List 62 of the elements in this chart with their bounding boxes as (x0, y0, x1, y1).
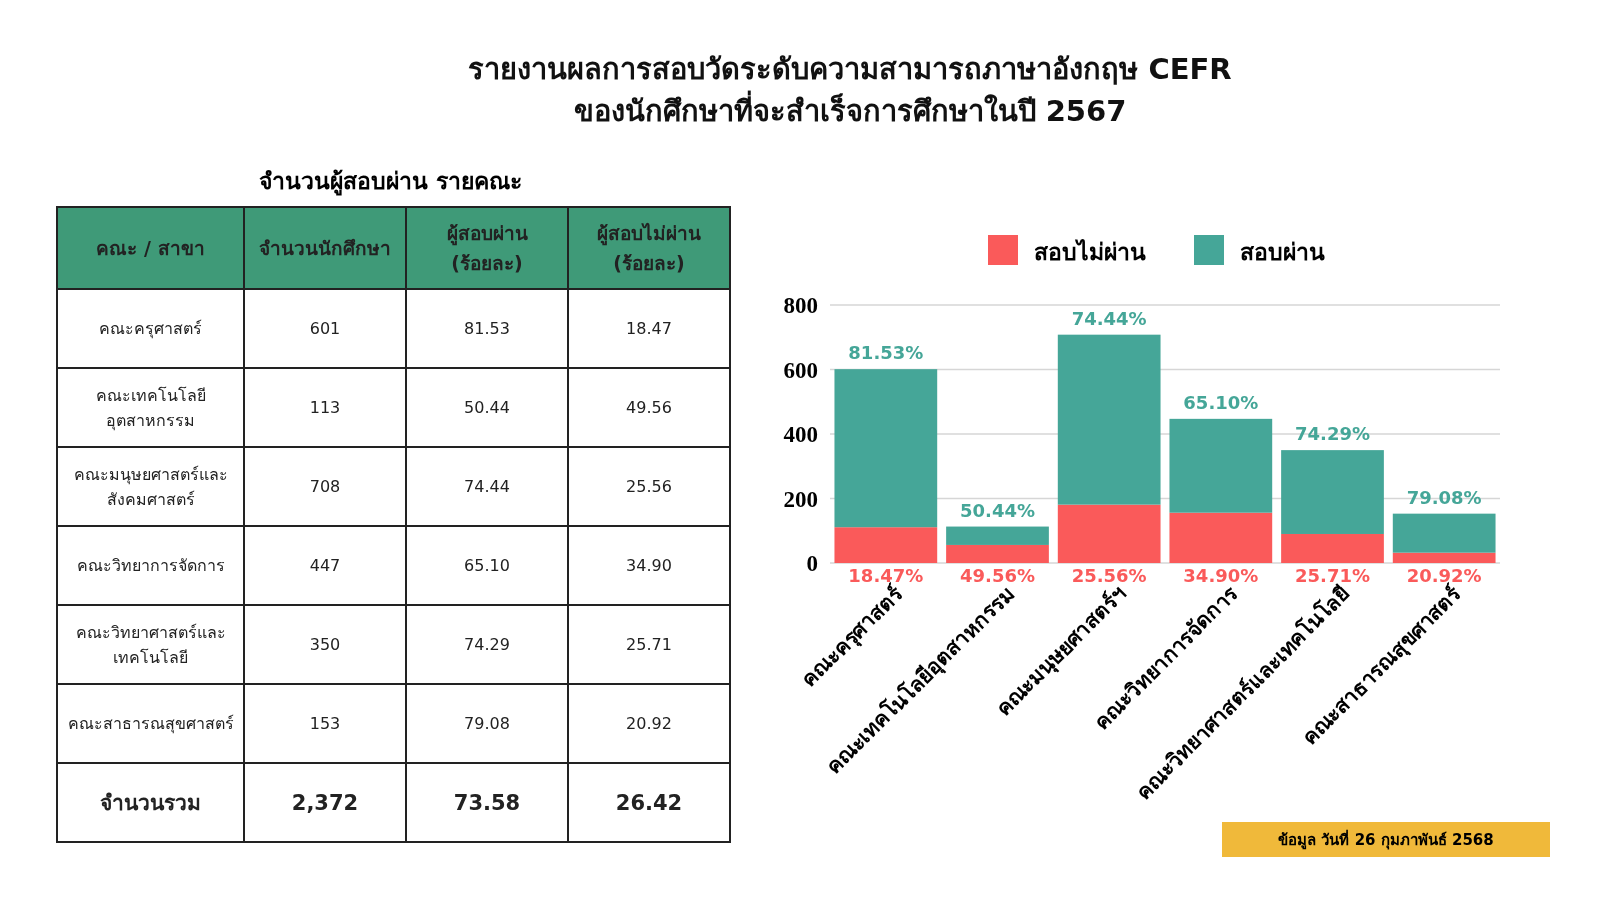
y-tick-label: 0 (806, 551, 818, 576)
text: 25.56 (626, 477, 672, 496)
bar (1169, 418, 1273, 513)
text: 65.10 (464, 556, 510, 575)
text: 25.71 (626, 635, 672, 654)
bar (1392, 513, 1496, 553)
category-label: คณะวิทยาการจัดการ (76, 556, 225, 575)
text: 708 (309, 477, 341, 496)
bar (1057, 504, 1161, 563)
annotation: 81.53% (848, 342, 924, 364)
text: คณะ / สาขา (57, 207, 244, 289)
bar (1281, 450, 1384, 534)
annotation: 49.56% (960, 565, 1035, 586)
text: 26.42 (615, 790, 683, 815)
text: 74.44 (464, 477, 510, 496)
y-tick-label: 600 (783, 357, 818, 383)
annotation: 50.44% (960, 499, 1035, 521)
bar (834, 527, 938, 563)
bar (834, 369, 938, 528)
text: 18.47 (626, 319, 672, 338)
annotation: 25.56% (1071, 565, 1147, 586)
bar (1169, 512, 1273, 563)
annotation: 34.90% (1183, 565, 1259, 586)
bar (1057, 334, 1161, 505)
annotation: 74.29% (1295, 423, 1370, 445)
bar (946, 526, 1049, 545)
text: 350 (309, 635, 341, 654)
y-tick-label: 800 (783, 293, 818, 318)
text: 20.92 (626, 714, 672, 733)
category-label: คณะวิทยาศาสตร์และ เทคโนโลยี (75, 622, 226, 667)
bar (1392, 552, 1496, 563)
text: 81.53 (464, 319, 510, 338)
text: 73.58 (453, 790, 521, 815)
text: 74.29 (464, 635, 510, 654)
category-label: จำนวนนักศึกษา (244, 207, 406, 289)
annotation: 65.10% (1183, 391, 1259, 413)
y-tick-label: 400 (783, 422, 818, 447)
text: 153 (309, 714, 341, 733)
text: 601 (309, 319, 341, 338)
y-tick-label: 200 (783, 486, 818, 512)
legend-label: สอบผ่าน (1240, 239, 1325, 265)
text: 113 (309, 398, 341, 417)
category-label: ผู้สอบผ่าน (ร้อยละ) (406, 207, 568, 289)
text: 49.56 (626, 398, 672, 417)
text: 447 (309, 556, 341, 575)
text: 2,372 (291, 790, 359, 815)
text: 50.44 (464, 398, 510, 417)
bar (1281, 533, 1384, 563)
annotation: 79.08% (1406, 486, 1482, 508)
text: จำนวนผู้สอบผ่าน รายคณะ (258, 167, 524, 198)
category-label: ผู้สอบไม่ผ่าน (ร้อยละ) (568, 207, 730, 289)
text: รายงานผลการสอบวัดระดับความสามารถภาษาอังกฤษ CEFR ของนักศึกษาที่จะสำเร็จการศึกษาในปี 2567 (467, 51, 1233, 130)
category-label: จำนวนรวม (100, 791, 201, 815)
bar (946, 544, 1049, 563)
text: 34.90 (626, 556, 672, 575)
text: ข้อมูล วันที่ 26 กุมภาพันธ์ 2568 (1278, 829, 1494, 850)
text: 79.08 (464, 714, 510, 733)
legend-label: สอบไม่ผ่าน (1034, 238, 1146, 265)
annotation: 74.44% (1071, 307, 1147, 329)
category-label: คณะครุศาสตร์ (99, 319, 202, 338)
category-label: คณะมนุษยศาสตร์และ สังคมศาสตร์ (73, 464, 228, 509)
category-label: คณะเทคโนโลยี อุตสาหกรรม (95, 385, 206, 430)
